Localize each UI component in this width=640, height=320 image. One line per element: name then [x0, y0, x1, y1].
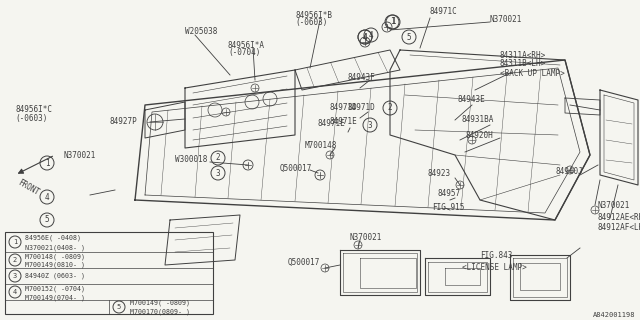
Text: W300018: W300018 — [175, 156, 207, 164]
Text: M700148( -0809): M700148( -0809) — [25, 254, 85, 260]
Text: Q500017: Q500017 — [288, 258, 321, 267]
Text: M700152( -0704): M700152( -0704) — [25, 286, 85, 292]
Text: M700149(0704- ): M700149(0704- ) — [25, 295, 85, 301]
Text: 1: 1 — [13, 239, 17, 245]
Text: W205038: W205038 — [185, 28, 218, 36]
Text: M700149( -0809): M700149( -0809) — [130, 300, 190, 306]
Text: 84311A<RH>: 84311A<RH> — [500, 51, 547, 60]
Text: 84943E: 84943E — [458, 95, 486, 105]
Text: 84311B<LH>: 84311B<LH> — [500, 59, 547, 68]
Text: 84927P: 84927P — [110, 117, 138, 126]
Text: 3: 3 — [13, 273, 17, 279]
Text: 84971C: 84971C — [430, 7, 458, 17]
Text: 84956I*B: 84956I*B — [295, 11, 332, 20]
Text: 84971E: 84971E — [318, 118, 346, 127]
Text: 4: 4 — [13, 289, 17, 295]
Text: 84940Z (0603- ): 84940Z (0603- ) — [25, 273, 85, 279]
Text: 1: 1 — [390, 18, 394, 27]
Text: 84957: 84957 — [438, 188, 461, 197]
Text: (-0603): (-0603) — [295, 19, 328, 28]
Text: N370021: N370021 — [350, 233, 382, 242]
Text: 84912AE<RH>: 84912AE<RH> — [597, 213, 640, 222]
Text: Q500017: Q500017 — [280, 164, 312, 172]
Text: N370021: N370021 — [490, 15, 522, 25]
Text: 84920H: 84920H — [465, 131, 493, 140]
Text: M700170(0809- ): M700170(0809- ) — [130, 309, 190, 315]
Text: 3: 3 — [216, 169, 220, 178]
Text: 4: 4 — [369, 30, 373, 39]
Text: 84940J: 84940J — [555, 167, 583, 177]
Text: FIG.843: FIG.843 — [480, 251, 513, 260]
Text: 1: 1 — [390, 18, 396, 27]
Text: <LICENSE LAMP>: <LICENSE LAMP> — [462, 263, 527, 273]
Text: (-0704): (-0704) — [228, 49, 260, 58]
Text: <BACK UP LAMP>: <BACK UP LAMP> — [500, 68, 564, 77]
Text: 84912AF<LH>: 84912AF<LH> — [597, 223, 640, 233]
Text: 5: 5 — [45, 215, 49, 225]
Text: M700149(0810- ): M700149(0810- ) — [25, 262, 85, 268]
Text: 4: 4 — [45, 193, 49, 202]
Text: 2: 2 — [216, 154, 220, 163]
Text: 4: 4 — [363, 33, 367, 42]
Text: 84971E: 84971E — [330, 117, 358, 126]
Text: 2: 2 — [388, 103, 392, 113]
Text: FRONT: FRONT — [16, 178, 40, 197]
Text: FIG.915: FIG.915 — [432, 203, 465, 212]
Text: N370021(0408- ): N370021(0408- ) — [25, 245, 85, 251]
Text: 84956E( -0408): 84956E( -0408) — [25, 235, 81, 241]
Text: M700148: M700148 — [305, 140, 337, 149]
Text: 84956I*C: 84956I*C — [15, 106, 52, 115]
Text: 84931BA: 84931BA — [462, 116, 494, 124]
Text: 4: 4 — [363, 33, 367, 42]
Text: 3: 3 — [368, 121, 372, 130]
Text: 84943F: 84943F — [348, 73, 376, 82]
Text: 84971D: 84971D — [330, 103, 358, 113]
Text: A842001198: A842001198 — [593, 312, 635, 318]
Text: 1: 1 — [45, 158, 49, 167]
Text: 5: 5 — [406, 33, 412, 42]
Text: N370021: N370021 — [597, 201, 629, 210]
Text: 5: 5 — [117, 304, 121, 310]
Bar — [5, 232, 213, 314]
Text: 84971D: 84971D — [348, 102, 376, 111]
Text: 2: 2 — [13, 257, 17, 263]
Text: 84956I*A: 84956I*A — [228, 41, 265, 50]
Text: 84923: 84923 — [428, 169, 451, 178]
Text: (-0603): (-0603) — [15, 114, 47, 123]
Text: N370021: N370021 — [63, 150, 95, 159]
